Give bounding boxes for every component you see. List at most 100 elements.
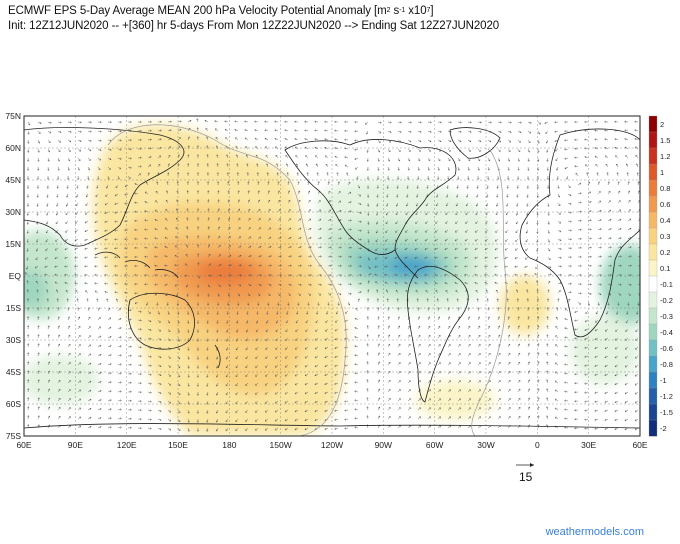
wind-vector-arrow [227,264,232,267]
wind-vector-arrow [577,264,582,268]
colorbar-label: 1 [660,168,664,177]
wind-vector-arrow [56,184,59,189]
wind-vector-arrow [304,346,309,350]
wind-vector-arrow [287,209,291,213]
wind-vector-arrow [314,382,319,386]
wind-vector-arrow [287,227,292,231]
wind-vector-arrow [344,382,349,385]
wind-vector-arrow [97,417,102,420]
wind-vector-arrow [387,334,391,339]
wind-vector-arrow [457,334,461,339]
wind-vector-arrow [457,380,461,384]
wind-vector-arrow [447,139,452,143]
wind-vector-arrow [597,181,600,186]
wind-vector-arrow [87,398,92,402]
wind-vector-arrow [487,121,492,124]
wind-vector-arrow [635,319,639,324]
wind-vector-arrow [167,355,171,359]
wind-vector-arrow [197,262,200,267]
wind-vector-arrow [527,325,530,330]
wind-vector-arrow [255,382,259,386]
wind-vector-arrow [517,325,520,330]
wind-vector-arrow [104,265,109,268]
wind-vector-arrow [277,274,282,277]
wind-vector-arrow [295,337,299,341]
wind-vector-arrow [614,146,619,150]
wind-vector-arrow [526,211,529,216]
title-line-2: Init: 12Z12JUN2020 -- +[360] hr 5-days F… [8,20,500,32]
wind-vector-arrow [546,316,549,321]
wind-vector-arrow [134,264,138,268]
wind-vector-arrow [186,244,189,249]
wind-vector-arrow [397,353,401,357]
wind-vector-arrow [547,238,550,243]
wind-vector-arrow [564,390,569,393]
wind-vector-arrow [287,199,291,204]
wind-vector-arrow [415,229,419,233]
wind-vector-arrow [287,236,292,240]
wind-vector-arrow [117,426,122,429]
wind-vector-arrow [417,316,420,321]
wind-vector-arrow [497,157,501,162]
wind-vector-arrow [117,354,122,357]
wind-vector-arrow [607,218,612,222]
wind-vector-arrow [144,264,149,267]
wind-vector-arrow [387,166,390,171]
wind-vector-arrow [265,373,269,377]
wind-vector-arrow [225,418,229,423]
wind-vector-arrow [366,397,369,402]
wind-vector-arrow [577,219,582,222]
colorbar-swatch [648,419,658,437]
lat-label: 45S [6,367,21,377]
wind-vector-arrow [206,346,209,351]
wind-vector-arrow [115,184,119,189]
wind-vector-arrow [117,336,122,339]
new-zealand-outline [214,344,221,369]
wind-vector-arrow [574,418,579,421]
wind-vector-arrow [94,265,99,268]
wind-vector-arrow [607,246,612,249]
wind-vector-arrow [27,139,30,144]
wind-vector-arrow [97,362,102,366]
wind-vector-arrow [164,255,169,258]
wind-vector-arrow [56,298,59,303]
wind-vector-arrow [226,337,229,342]
wind-vector-arrow [477,316,480,321]
wind-vector-arrow [574,382,579,385]
wind-vector-arrow [117,399,122,402]
wind-vector-arrow [84,282,89,285]
wind-vector-arrow [497,371,501,375]
wind-vector-arrow [177,163,180,168]
wind-vector-arrow [277,190,280,195]
coastlines [24,127,640,429]
wind-vector-arrow [625,328,629,332]
wind-vector-arrow [97,326,101,330]
wind-vector-arrow [65,220,69,224]
wind-vector-arrow [537,406,540,411]
wind-vector-arrow [167,129,172,132]
wind-vector-arrow [577,255,582,258]
colorbar-label: -0.6 [660,344,673,353]
wind-vector-arrow [294,373,299,377]
wind-vector-arrow [337,255,342,258]
wind-vector-arrow [247,274,252,277]
wind-vector-arrow [304,373,309,377]
wind-vector-arrow [154,283,159,286]
wind-vector-arrow [286,172,289,177]
wind-vector-arrow [314,120,319,123]
wind-vector-arrow [467,389,471,393]
wind-vector-arrow [94,282,99,285]
wind-vector-arrow [607,237,612,240]
wind-vector-arrow [474,265,479,268]
wind-vector-arrow [475,289,479,294]
wind-vector-arrow [114,256,119,259]
wind-vector-arrow [67,343,71,348]
wind-vector-arrow [66,184,69,189]
wind-vector-arrow [404,281,409,285]
colorbar-swatch [648,243,658,261]
wind-vector-arrow [196,172,200,176]
wind-vector-arrow [344,138,349,141]
wind-vector-arrow [554,389,559,393]
wind-vector-arrow [547,265,552,269]
wind-vector-arrow [157,337,162,341]
